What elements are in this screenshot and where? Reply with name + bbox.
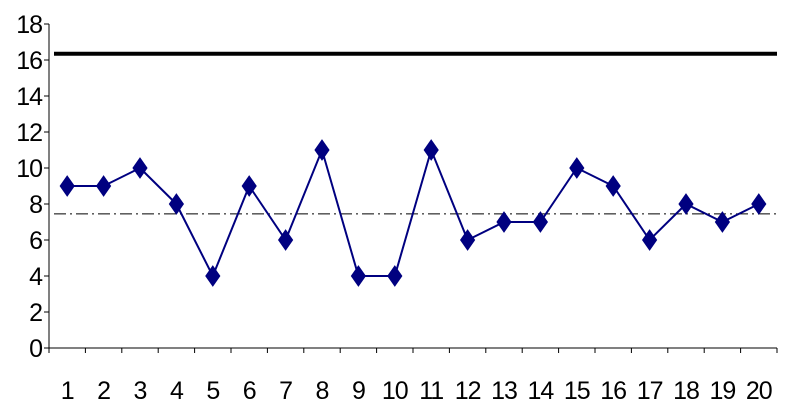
data-point-marker: [277, 229, 294, 251]
x-tick-label: 1: [61, 377, 74, 405]
data-point-marker: [241, 175, 257, 197]
data-point-marker: [132, 157, 148, 179]
data-point-marker: [314, 139, 330, 161]
x-tick-label: 12: [455, 377, 481, 405]
y-tick-label: 6: [29, 227, 42, 255]
x-tick-label: 4: [170, 377, 184, 405]
x-tick-label: 8: [316, 377, 329, 405]
y-tick-label: 0: [29, 335, 42, 363]
data-point-marker: [168, 193, 185, 215]
x-tick-label: 9: [352, 377, 365, 405]
x-tick-label: 13: [491, 377, 517, 405]
data-point-marker: [496, 211, 512, 233]
x-tick-label: 18: [673, 377, 699, 405]
x-tick-label: 5: [206, 377, 219, 405]
data-point-marker: [459, 229, 476, 251]
data-point-marker: [95, 175, 112, 197]
data-point-marker: [751, 193, 767, 215]
x-tick-label: 16: [600, 377, 626, 405]
x-axis: 1 2 3 4 5 6 7 8 9 10 11 12 13 14 15 16 17 18 19 20: [48, 347, 778, 405]
y-tick-label: 16: [16, 47, 42, 75]
x-tick-label: 3: [134, 377, 147, 405]
x-tick-label: 19: [709, 377, 735, 405]
data-point-marker: [387, 265, 403, 287]
y-axis: 0 2 4 6 8 10 12 14 16 18: [16, 11, 50, 363]
series-line: [67, 146, 760, 279]
x-tick-label: 10: [382, 377, 408, 405]
x-tick-label: 7: [279, 377, 292, 405]
x-tick-label: 2: [97, 377, 110, 405]
data-point-marker: [569, 157, 585, 179]
y-tick-label: 18: [16, 11, 42, 39]
data-point-marker: [532, 211, 549, 233]
data-point-marker: [678, 193, 694, 215]
data-series: [59, 139, 767, 287]
x-tick-label: 20: [746, 377, 772, 405]
data-point-marker: [205, 265, 221, 287]
data-point-marker: [423, 139, 439, 161]
y-tick-label: 2: [29, 299, 42, 327]
data-point-marker: [59, 175, 75, 197]
data-point-marker: [641, 229, 658, 251]
y-tick-label: 12: [16, 119, 42, 147]
x-tick-label: 14: [527, 377, 554, 405]
x-tick-label: 15: [564, 377, 590, 405]
y-tick-label: 14: [16, 83, 43, 111]
data-point-marker: [714, 211, 731, 233]
x-tick-label: 17: [637, 377, 663, 405]
reference-lines: [54, 51, 777, 215]
y-tick-label: 4: [29, 263, 43, 291]
data-point-marker: [605, 175, 621, 197]
y-tick-label: 8: [29, 191, 42, 219]
data-point-marker: [350, 265, 367, 287]
x-tick-label: 6: [243, 377, 256, 405]
x-tick-label: 11: [419, 377, 443, 405]
y-tick-label: 10: [16, 155, 42, 183]
